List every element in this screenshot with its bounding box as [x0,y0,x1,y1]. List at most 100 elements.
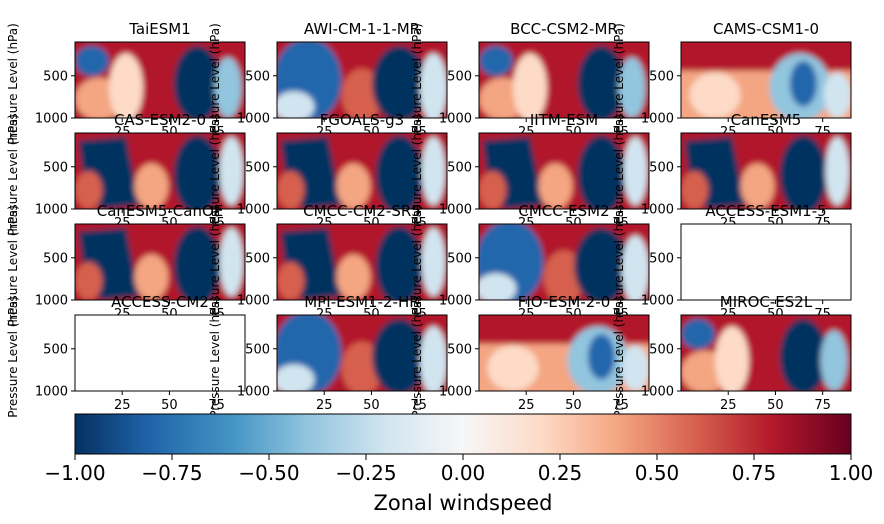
axes-frame [276,223,448,301]
axes-frame [74,41,246,119]
contour-region [681,318,715,350]
contour-region [134,254,169,300]
contour-region [689,72,741,118]
axes-frame [276,314,448,392]
contour-region [173,45,222,118]
x-tick-label: 50 [161,398,178,413]
contour-region [621,345,649,391]
y-tick-label: 500 [447,342,472,357]
contour-region [277,262,305,300]
y-tick-label: 1000 [641,385,674,400]
y-axis-label: Pressure Level (hPa) [612,296,626,418]
x-tick-label: 25 [720,398,737,413]
contour-field [277,133,447,209]
colorbar-tick-label: 0.50 [635,461,680,485]
panel-title: ACCESS-CM2 [111,293,209,311]
y-tick-label: 1000 [35,203,68,218]
colorbar: −1.00 −0.75 −0.50 −0.25 0.00 0.25 0.50 0.75 1.00… [44,413,873,515]
contour-region [375,135,424,209]
contour-field [277,224,447,300]
x-tick-label: 50 [565,398,582,413]
y-axis-label: Pressure Level (hPa) [612,205,626,327]
y-tick-label: 1000 [439,385,472,400]
contour-region [419,53,447,118]
axes-frame [478,132,650,210]
contour-field [479,315,649,391]
contour-field [75,133,245,209]
y-tick-label: 500 [649,251,674,266]
y-tick-label: 500 [649,160,674,175]
contour-field [479,42,649,118]
y-tick-label: 1000 [237,385,270,400]
x-tick-label: 75 [814,398,831,413]
y-axis-label: Pressure Level (hPa) [6,205,20,327]
y-tick-label: 500 [245,342,270,357]
contour-region [336,163,371,209]
contour-region [587,334,616,380]
contour-region [277,171,305,209]
contour-region [421,136,446,206]
y-tick-label: 1000 [35,112,68,127]
x-tick-label: 25 [518,398,535,413]
contour-region [109,53,143,118]
axes-frame [74,132,246,210]
contour-region [134,163,169,209]
y-axis-label: Pressure Level (hPa) [6,114,20,236]
panel-title: MPI-ESM1-2-HR [304,293,419,311]
panel-title: CanESM5-CanOE [97,202,224,220]
contour-region [372,45,427,118]
contour-region [577,45,626,118]
y-tick-label: 1000 [35,294,68,309]
contour-field [75,42,245,118]
axes-frame [478,314,650,392]
axes-frame [680,314,852,392]
axes-frame [680,41,852,119]
contour-region [173,226,222,300]
panel-title: ACCESS-ESM1-5 [705,202,826,220]
y-tick-label: 1000 [237,294,270,309]
y-tick-label: 500 [43,160,68,175]
contour-region [173,135,222,209]
x-tick-label: 25 [316,398,333,413]
contour-region [543,250,585,300]
y-axis-label: Pressure Level (hPa) [208,296,222,418]
axes-frame [680,223,852,301]
y-axis-label: Pressure Level (hPa) [208,114,222,236]
panel-title: TaiESM1 [128,20,191,38]
y-tick-label: 1000 [641,203,674,218]
y-tick-label: 500 [447,69,472,84]
y-tick-label: 1000 [35,385,68,400]
panel-title: CMCC-ESM2 [518,202,609,220]
empty-plot-area [75,315,245,391]
contour-region [479,273,517,300]
axes-frame [74,223,246,301]
x-tick-label: 50 [363,398,380,413]
contour-field [681,42,851,118]
contour-region [513,53,547,118]
contour-field [277,42,447,118]
axes-frame [478,223,650,301]
contour-region [740,163,775,209]
contour-region [375,226,424,300]
colorbar-tick-label: −0.50 [238,461,299,485]
panel-grid: 500 1000 25 50 75 TaiESM1 Pressure Level (hPa)… [6,20,852,418]
y-tick-label: 1000 [439,203,472,218]
contour-region [336,254,371,300]
contour-region [75,262,103,300]
contour-region [574,227,629,300]
panel-title: CAS-ESM2-0 [114,111,206,129]
y-axis-label: Pressure Level (hPa) [612,23,626,145]
contour-region [823,72,851,118]
contour-region [419,326,447,391]
axes-frame [276,41,448,119]
axes-frame [74,314,246,392]
y-axis-label: Pressure Level (hPa) [410,114,424,236]
x-tick-label: 25 [114,398,131,413]
y-axis-label: Pressure Level (hPa) [6,296,20,418]
